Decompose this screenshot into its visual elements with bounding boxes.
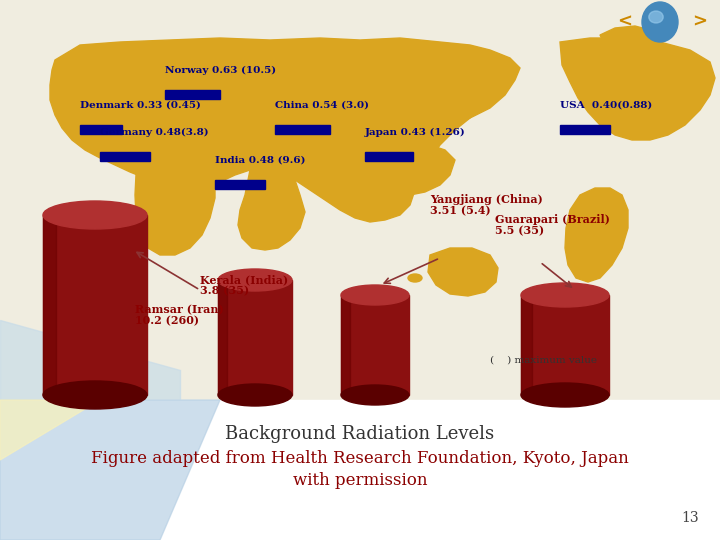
Text: >: > [693, 13, 708, 31]
Polygon shape [0, 400, 220, 540]
Text: Figure adapted from Health Research Foundation, Kyoto, Japan: Figure adapted from Health Research Foun… [91, 450, 629, 467]
Bar [341, 295, 349, 395]
Ellipse shape [649, 11, 663, 23]
Text: China 0.54 (3.0): China 0.54 (3.0) [275, 101, 369, 110]
Polygon shape [428, 248, 498, 296]
Text: Background Radiation Levels: Background Radiation Levels [225, 425, 495, 443]
Polygon shape [50, 38, 520, 222]
Bar [43, 215, 147, 395]
Text: India 0.48 (9.6): India 0.48 (9.6) [215, 156, 305, 165]
Text: <: < [618, 13, 632, 31]
Text: 5.5 (35): 5.5 (35) [495, 225, 544, 236]
Ellipse shape [43, 201, 147, 229]
Ellipse shape [408, 274, 422, 282]
Bar [521, 295, 609, 395]
Text: Norway 0.63 (10.5): Norway 0.63 (10.5) [165, 66, 276, 75]
Text: 3.8 (35): 3.8 (35) [200, 285, 249, 296]
Bar [521, 295, 532, 395]
Bar [43, 215, 56, 395]
Bar [275, 125, 330, 134]
Text: Kerala (India): Kerala (India) [200, 274, 288, 285]
Text: with permission: with permission [293, 472, 427, 489]
Polygon shape [0, 400, 200, 540]
Polygon shape [565, 188, 628, 282]
Bar [341, 295, 409, 395]
Text: Guarapari (Brazil): Guarapari (Brazil) [495, 214, 610, 225]
Bar [218, 280, 292, 395]
Ellipse shape [521, 383, 609, 407]
Polygon shape [560, 38, 715, 140]
Text: 3.51 (5.4): 3.51 (5.4) [430, 205, 490, 216]
Text: 13: 13 [681, 511, 699, 525]
Ellipse shape [341, 385, 409, 405]
Text: (    ) maximum value: ( ) maximum value [490, 356, 597, 365]
Polygon shape [0, 320, 180, 400]
Bar [215, 180, 265, 189]
Bar [365, 152, 413, 161]
Text: Denmark 0.33 (0.45): Denmark 0.33 (0.45) [80, 101, 201, 110]
Polygon shape [446, 95, 475, 122]
Bar [0, 400, 720, 540]
Text: 10.2 (260): 10.2 (260) [135, 315, 199, 326]
Bar [218, 280, 228, 395]
Text: Germany 0.48(3.8): Germany 0.48(3.8) [100, 128, 209, 137]
Bar [560, 125, 610, 134]
Ellipse shape [521, 283, 609, 307]
Bar [80, 125, 122, 134]
Text: Yangjiang (China): Yangjiang (China) [430, 194, 543, 205]
Polygon shape [382, 145, 455, 195]
Ellipse shape [218, 384, 292, 406]
Text: Ramsar (Iran): Ramsar (Iran) [135, 304, 224, 315]
Polygon shape [600, 26, 655, 56]
Ellipse shape [43, 381, 147, 409]
Text: Japan 0.43 (1.26): Japan 0.43 (1.26) [365, 128, 466, 137]
Ellipse shape [642, 2, 678, 42]
Ellipse shape [218, 269, 292, 291]
Polygon shape [238, 168, 305, 250]
Bar [165, 90, 220, 99]
Polygon shape [0, 400, 300, 540]
Polygon shape [135, 138, 215, 255]
Text: USA  0.40(0.88): USA 0.40(0.88) [560, 101, 652, 110]
Bar [0, 0, 720, 400]
Ellipse shape [341, 285, 409, 305]
Polygon shape [0, 400, 100, 460]
Bar [100, 152, 150, 161]
